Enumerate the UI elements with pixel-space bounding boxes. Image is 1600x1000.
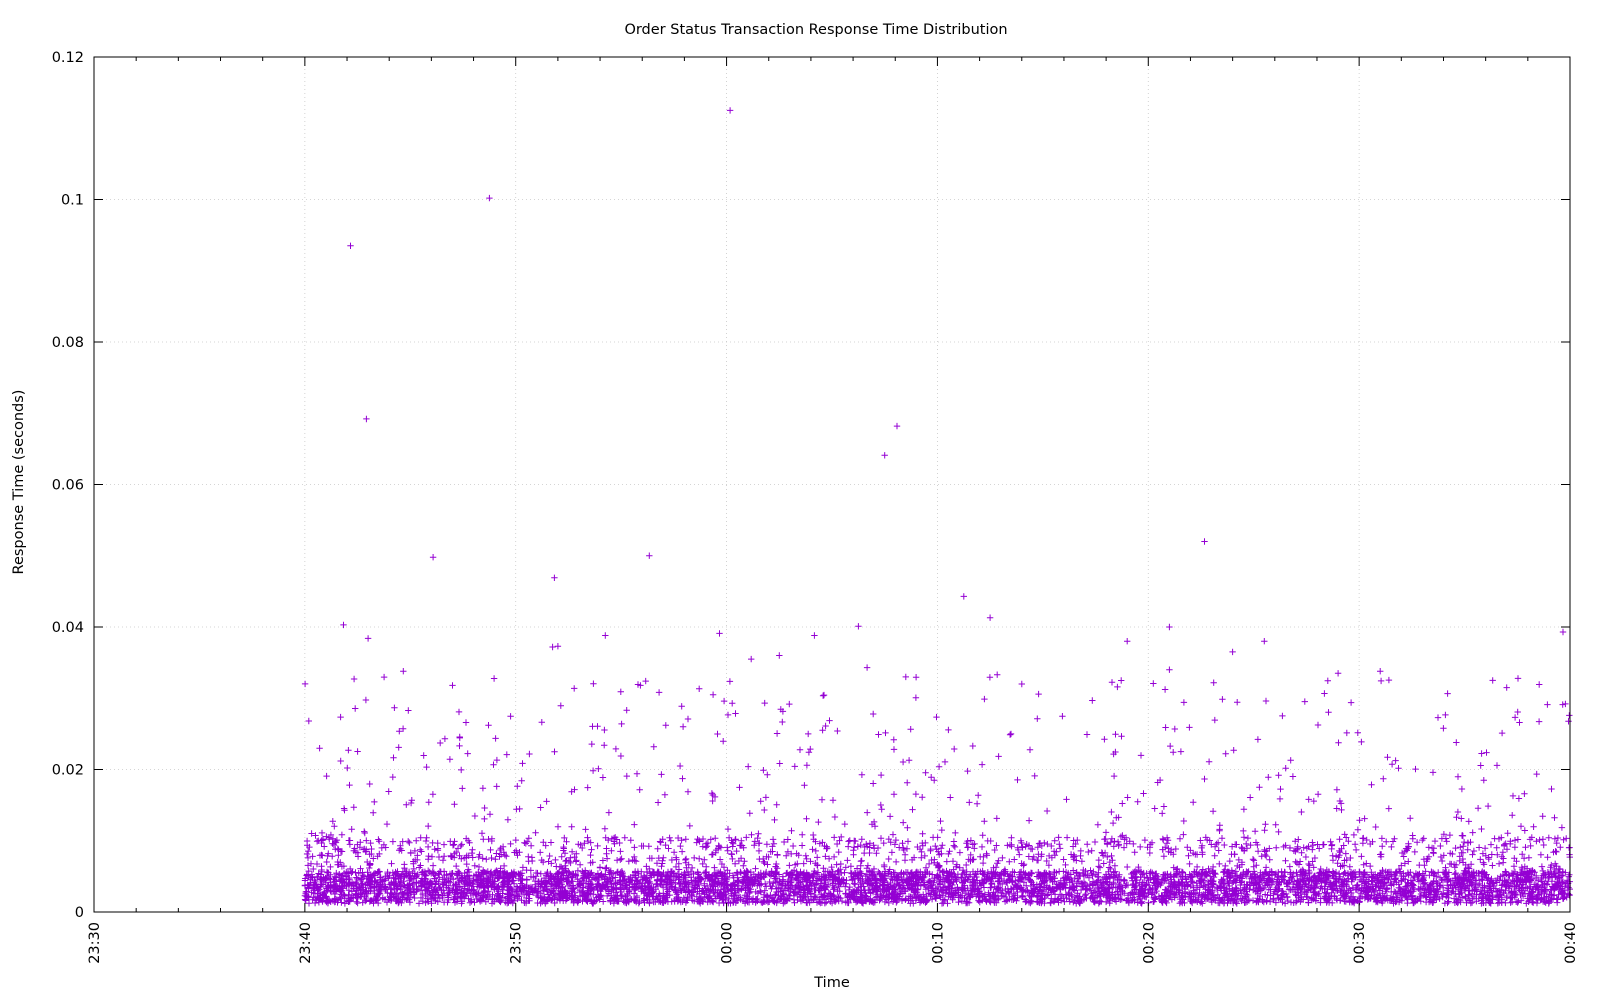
x-tick-label: 00:20 xyxy=(1141,922,1157,964)
axis-ticks xyxy=(93,56,1571,913)
y-tick-label: 0.12 xyxy=(52,50,84,66)
x-tick-label: 00:30 xyxy=(1352,922,1368,964)
plot-area-frame xyxy=(93,56,1571,913)
x-axis-label: Time xyxy=(813,975,850,991)
y-tick-label: 0.04 xyxy=(52,620,84,636)
grid-lines xyxy=(94,57,1570,912)
series-response-time-points xyxy=(301,107,1573,907)
y-tick-labels: 0 0.02 0.04 0.06 0.08 0.1 0.12 xyxy=(52,50,84,921)
x-tick-label: 00:10 xyxy=(930,922,946,964)
y-axis-label: Response Time (seconds) xyxy=(11,390,27,575)
x-tick-label: 23:50 xyxy=(509,922,525,964)
x-tick-labels: 23:30 23:40 23:50 00:00 00:10 00:20 00:30 00:40 xyxy=(87,922,1579,964)
y-tick-label: 0.06 xyxy=(52,478,84,494)
x-tick-label: 23:30 xyxy=(87,922,103,964)
y-tick-label: 0.02 xyxy=(52,763,84,779)
x-tick-label: 00:00 xyxy=(720,922,736,964)
chart-title: Order Status Transaction Response Time D… xyxy=(624,22,1007,38)
y-tick-label: 0.1 xyxy=(61,193,84,209)
y-tick-label: 0 xyxy=(75,905,84,921)
data-points xyxy=(301,107,1573,907)
y-tick-label: 0.08 xyxy=(52,335,84,351)
x-tick-label: 00:40 xyxy=(1563,922,1579,964)
x-tick-label: 23:40 xyxy=(298,922,314,964)
